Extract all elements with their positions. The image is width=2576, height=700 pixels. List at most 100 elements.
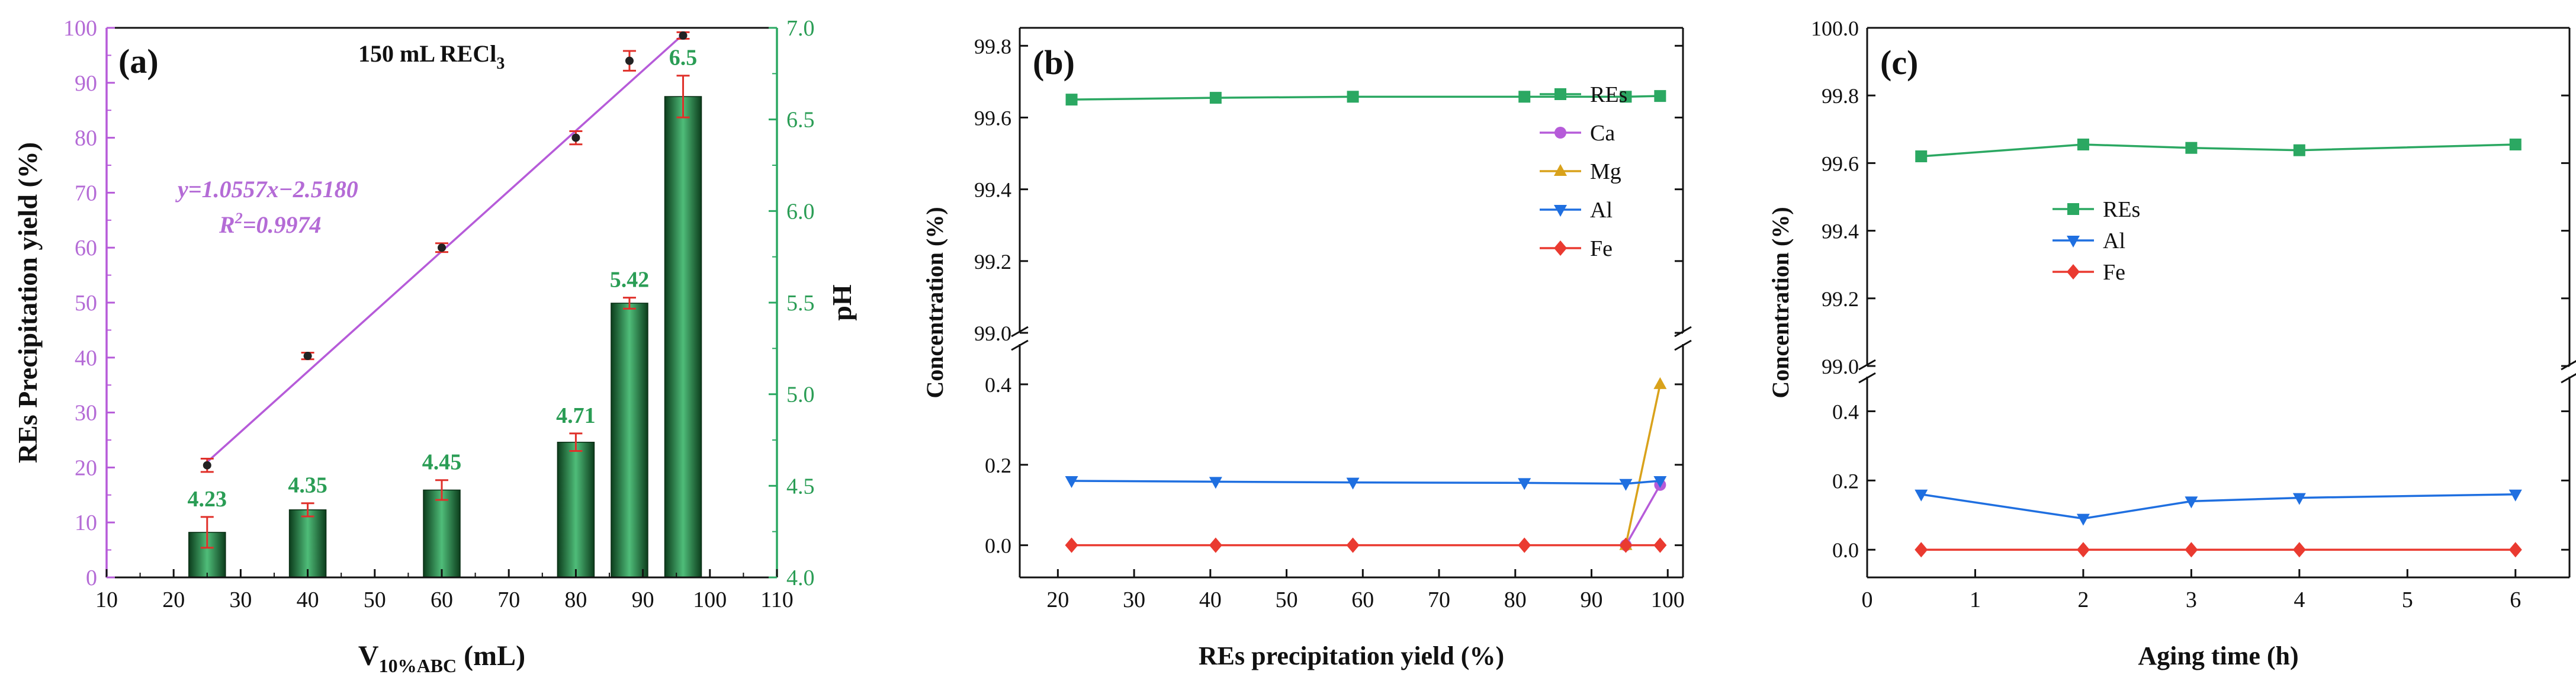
x-tick-label: 40 [297,587,319,612]
axis-break-mark [1858,359,1876,371]
x-tick-label: 2 [2077,587,2089,612]
bar-ph [288,509,327,578]
bar-value-label: 4.71 [556,403,596,428]
series-point-al [2185,496,2198,509]
y-tick-label: 99.6 [974,106,1011,130]
series-line-ca [1624,484,1661,546]
series-point-fe [1619,537,1633,553]
series-line-al [1071,480,1660,485]
x-tick-label: 90 [632,587,654,612]
series-point-res [1518,91,1531,103]
y-tick-label: 50 [75,291,97,316]
y-axis-title: Concentration (%) [1767,207,1794,398]
bar-ph [664,96,702,578]
axis-break-mark [1674,339,1692,351]
series-point-res [1915,150,1928,162]
yield-point [571,133,580,142]
axis-break-mark [1011,326,1029,338]
y-tick-label: 70 [75,181,97,205]
fit-equation: y=1.0557x−2.5180 [175,176,358,203]
y-tick-label: 99.2 [1822,287,1859,311]
y2-tick-label: 5.0 [786,383,815,407]
series-point-al [1915,489,1928,502]
axis-break-mark [2561,359,2576,371]
y-tick-label: 99.0 [974,322,1011,345]
panel-b: 20 30 40 50 60 70 80 90 100 99.0 99.2 99.4 99.6 99.8 0… [921,27,1692,670]
legend-label-fe: Fe [1590,236,1613,261]
y-tick-label: 99.0 [1822,355,1859,378]
series-point-mg [1653,377,1667,389]
y2-tick-label: 7.0 [786,16,815,41]
annotation-main: 150 mL RECl [358,40,496,67]
series-point-al [1653,476,1667,488]
axis-break-mark [1674,326,1692,338]
series-point-al [2076,513,2090,526]
x-axis-title: Aging time (h) [2138,641,2298,670]
y-tick-label: 0.4 [1832,400,1859,423]
fit-r2: R2=0.9974 [219,210,321,238]
y-tick-label: 100.0 [1811,17,1859,40]
axis-break-mark [1011,339,1029,351]
x-tick-label: 100 [693,587,727,612]
series-point-al [1065,476,1078,488]
legend-label-ca: Ca [1590,121,1615,146]
x-axis-title-main: V [358,640,379,672]
y-tick-label: 0 [86,566,97,590]
y-tick-label: 60 [75,236,97,261]
x-axis-title-sub: 10%ABC [379,655,457,676]
legend-marker-mg [1554,164,1567,176]
series-point-res [2509,138,2522,150]
bar-value-label: 4.45 [422,450,462,475]
bar-ph [611,303,648,578]
series-point-fe [2076,542,2090,558]
x-tick-label: 4 [2294,587,2305,612]
x-tick-label: 100 [1651,587,1685,612]
axis-break-mark [1858,372,1876,384]
y-tick-label: 20 [75,455,97,480]
yield-point [203,461,211,470]
y2-tick-label: 5.5 [786,291,815,316]
y-tick-label: 99.8 [974,34,1011,58]
y-tick-label: 99.2 [974,250,1011,274]
series-point-fe [2508,542,2522,558]
y-tick-label: 99.4 [974,178,1011,202]
y-tick-label: 10 [75,510,97,535]
panel-label: (c) [1880,43,1918,82]
y2-tick-label: 4.5 [786,474,815,499]
bar-value-label: 4.35 [288,473,327,498]
fit-r2-sup: 2 [235,210,243,227]
x-tick-label: 10 [95,587,118,612]
series-point-res [1209,92,1222,104]
x-axis-title: REs precipitation yield (%) [1199,641,1504,670]
fit-r2-prefix: R [219,211,235,238]
y-axis-title: REs Precipitation yield (%) [12,142,43,463]
x-tick-label: 0 [1862,587,1873,612]
yield-point [625,56,634,65]
series-point-fe [2185,542,2198,558]
x-tick-label: 30 [229,587,252,612]
series-point-res [1654,90,1666,102]
axis-break-mark [2561,373,2576,384]
x-tick-label: 50 [1276,587,1298,612]
series-point-res [2185,142,2198,154]
x-tick-label: 60 [1351,587,1374,612]
series-point-fe [1653,537,1667,553]
yield-point [303,352,312,361]
y2-tick-label: 6.0 [786,199,815,224]
series-point-al [2292,493,2306,505]
x-tick-label: 110 [760,587,794,612]
x-tick-label: 20 [1046,587,1069,612]
y-axis-title: Concentration (%) [921,207,948,398]
x-tick-label: 5 [2402,587,2413,612]
series-point-al [2508,489,2522,502]
x-tick-label: 6 [2510,587,2521,612]
y-tick-label: 99.4 [1822,220,1859,243]
x-tick-label: 60 [431,587,453,612]
series-point-res [2293,144,2305,156]
legend-marker-fe [1554,240,1567,256]
y-tick-label: 100 [63,16,97,41]
legend-marker-fe [2067,264,2080,280]
series-point-fe [1346,537,1360,553]
x-tick-label: 20 [162,587,185,612]
